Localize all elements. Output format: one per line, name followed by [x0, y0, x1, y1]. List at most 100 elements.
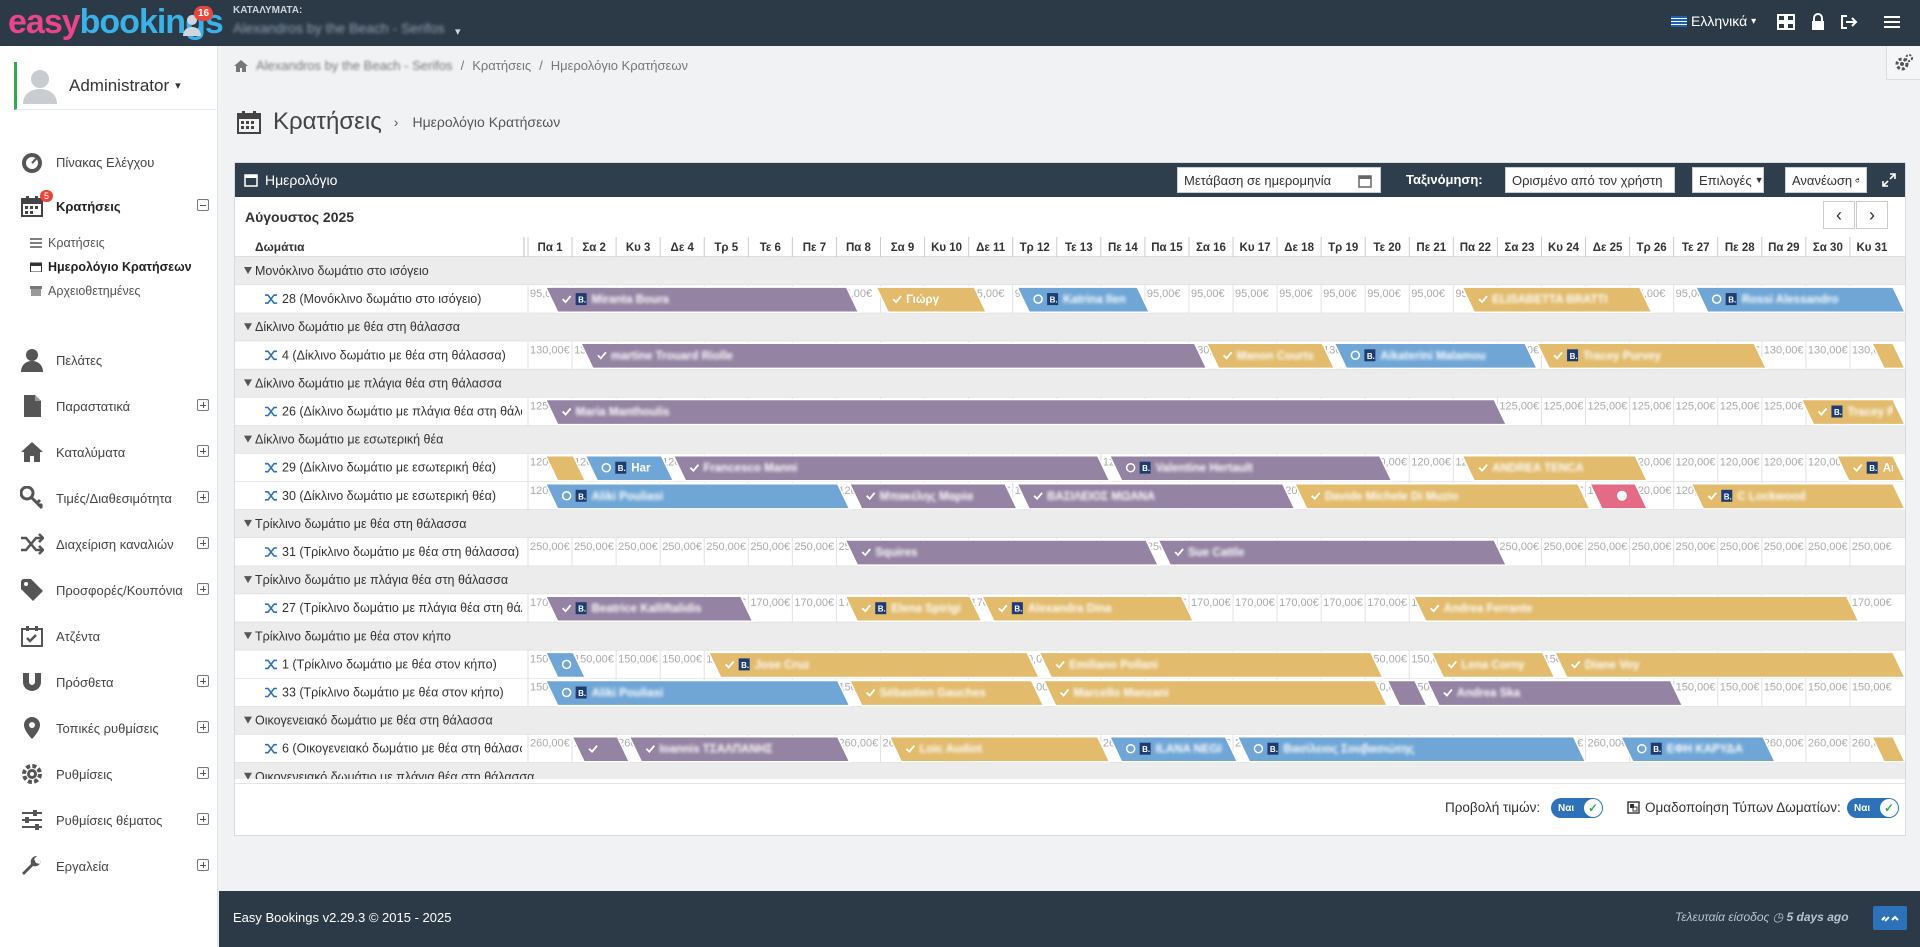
- price-cell[interactable]: 170,00€: [1323, 597, 1363, 609]
- booking-bar[interactable]: [544, 398, 1508, 426]
- group-room-types-toggle[interactable]: Ναι: [1847, 798, 1899, 818]
- sidebar-item-map-marker[interactable]: Τοπικές ρυθμίσεις: [0, 708, 218, 748]
- price-cell[interactable]: 250,00€: [706, 541, 746, 553]
- expand-icon[interactable]: [197, 767, 209, 779]
- property-selector[interactable]: ΚΑΤΑΛΥΜΑΤΑ: Alexandros by the Beach - Se…: [233, 5, 461, 38]
- booking-bar[interactable]: [1553, 651, 1905, 679]
- booking-bar[interactable]: [1156, 539, 1508, 566]
- sidebar-subitem-0[interactable]: Κρατήσεις: [30, 232, 105, 254]
- sidebar-item-gear[interactable]: Ρυθμίσεις: [0, 754, 218, 794]
- price-cell[interactable]: 250,00€: [1852, 541, 1892, 553]
- price-cell[interactable]: 150,00€: [1852, 682, 1892, 694]
- sidebar-item-dashboard[interactable]: Πίνακας Ελέγχου: [0, 142, 218, 182]
- sidebar-item-home[interactable]: Καταλύματα: [0, 432, 218, 472]
- price-cell[interactable]: 120,00€: [1632, 485, 1672, 497]
- price-cell[interactable]: 250,00€: [794, 541, 834, 553]
- shuffle-icon[interactable]: [265, 659, 277, 670]
- booking-bar[interactable]: [844, 539, 1160, 566]
- price-cell[interactable]: 250,00€: [1720, 541, 1760, 553]
- booking-bar[interactable]: [1108, 454, 1393, 482]
- price-cell[interactable]: 250,00€: [662, 541, 702, 553]
- price-cell[interactable]: 95,00€: [1147, 288, 1181, 300]
- price-cell[interactable]: 250,00€: [1632, 541, 1672, 553]
- booking-bar[interactable]: [544, 286, 860, 313]
- settings-cog-button[interactable]: [1886, 46, 1920, 80]
- price-cell[interactable]: 170,00€: [1235, 597, 1275, 609]
- price-cell[interactable]: 125,00€: [1588, 401, 1628, 413]
- room-label[interactable]: 6 (Οικογενειακό δωμάτιο με θέα στη θάλασ…: [282, 742, 538, 756]
- booking-bar[interactable]: [980, 595, 1195, 623]
- price-cell[interactable]: 250,00€: [530, 541, 570, 553]
- caret-down-icon[interactable]: [244, 576, 252, 584]
- price-cell[interactable]: 95,00€: [1191, 288, 1225, 300]
- sidebar-subitem-2[interactable]: Αρχειοθετημένες: [30, 280, 140, 302]
- scroll-top-button[interactable]: [1873, 906, 1907, 930]
- booking-bar[interactable]: [544, 483, 851, 510]
- price-cell[interactable]: 125,00€: [1720, 401, 1760, 413]
- price-cell[interactable]: 150,00€: [1720, 682, 1760, 694]
- sidebar-item-file[interactable]: Παραστατικά: [0, 386, 218, 426]
- shuffle-icon[interactable]: [265, 547, 277, 557]
- price-cell[interactable]: 95,00€: [1367, 288, 1401, 300]
- caret-down-icon[interactable]: [244, 267, 252, 274]
- booking-bar[interactable]: [1425, 679, 1684, 707]
- price-cell[interactable]: 150,00€: [1367, 653, 1407, 665]
- shuffle-icon[interactable]: [265, 743, 277, 754]
- shuffle-icon[interactable]: [265, 491, 277, 501]
- room-type-row[interactable]: [235, 425, 1905, 454]
- sidebar-item-sliders[interactable]: Ρυθμίσεις θέματος: [0, 800, 218, 840]
- booking-bar[interactable]: [1690, 483, 1905, 510]
- booking-bar[interactable]: [1694, 286, 1905, 313]
- sidebar-subitem-1[interactable]: Ημερολόγιο Κρατήσεων: [30, 256, 192, 278]
- booking-bar[interactable]: [1205, 342, 1336, 370]
- room-label[interactable]: 1 (Τρίκλινο δωμάτιο με θέα στον κήπο): [282, 657, 497, 671]
- shuffle-icon[interactable]: [265, 687, 277, 698]
- expand-icon[interactable]: [197, 583, 209, 595]
- caret-down-icon[interactable]: [244, 716, 252, 724]
- price-cell[interactable]: 250,00€: [574, 541, 614, 553]
- room-label[interactable]: 28 (Μονόκλινο δωμάτιο στο ισόγειο): [282, 292, 481, 306]
- booking-bar[interactable]: [874, 286, 988, 313]
- booking-bar[interactable]: [544, 651, 587, 679]
- user-menu[interactable]: Administrator ▾: [14, 62, 218, 110]
- price-cell[interactable]: 250,00€: [1543, 541, 1583, 553]
- sidebar-item-calendar[interactable]: 5 Κρατήσεις: [0, 186, 218, 226]
- booking-bar[interactable]: [1430, 651, 1556, 679]
- booking-bar[interactable]: [544, 454, 587, 482]
- price-cell[interactable]: 170,00€: [1852, 597, 1892, 609]
- price-cell[interactable]: 250,00€: [750, 541, 790, 553]
- price-cell[interactable]: 170,00€: [1279, 597, 1319, 609]
- booking-bar[interactable]: [544, 679, 851, 707]
- price-cell[interactable]: 95,00€: [1323, 288, 1357, 300]
- price-cell[interactable]: 260,00€: [1588, 738, 1628, 750]
- booking-bar[interactable]: [1870, 342, 1905, 370]
- prev-month-button[interactable]: ‹: [1823, 201, 1855, 229]
- price-cell[interactable]: 250,00€: [1764, 541, 1804, 553]
- price-cell[interactable]: 170,00€: [1367, 597, 1407, 609]
- caret-down-icon[interactable]: [244, 435, 252, 443]
- logout-icon[interactable]: [1840, 13, 1858, 31]
- room-label[interactable]: 31 (Τρίκλινο δωμάτιο με θέα στη θάλασσα): [282, 545, 519, 559]
- caret-down-icon[interactable]: [244, 379, 252, 387]
- room-label[interactable]: 27 (Τρίκλινο δωμάτιο με πλάγια θέα στη θ…: [282, 601, 561, 615]
- price-cell[interactable]: 170,00€: [750, 597, 790, 609]
- next-month-button[interactable]: ›: [1856, 201, 1888, 229]
- booking-bar[interactable]: [848, 483, 1019, 510]
- booking-bar[interactable]: [1293, 483, 1592, 510]
- booking-bar[interactable]: [1386, 679, 1429, 707]
- booking-bar[interactable]: [672, 454, 1111, 482]
- booking-bar[interactable]: [1870, 735, 1905, 763]
- sort-select[interactable]: Ορισμένο από τον χρήστη: [1505, 167, 1675, 193]
- booking-bar[interactable]: [579, 342, 1208, 370]
- sidebar-item-magnet[interactable]: Πρόσθετα: [0, 662, 218, 702]
- breadcrumb-property[interactable]: Alexandros by the Beach - Serifos: [256, 58, 453, 73]
- sidebar-item-calendar-check[interactable]: Ατζέντα: [0, 616, 218, 656]
- breadcrumb-bookings[interactable]: Κρατήσεις: [472, 58, 532, 73]
- sidebar-item-tag[interactable]: Προσφορές/Κουπόνια: [0, 570, 218, 610]
- expand-icon[interactable]: [197, 445, 209, 457]
- caret-down-icon[interactable]: [244, 519, 252, 527]
- booking-bar[interactable]: [1460, 286, 1653, 313]
- goto-date-button[interactable]: Μετάβαση σε ημερομηνία: [1177, 167, 1381, 193]
- expand-icon[interactable]: [197, 859, 209, 871]
- booking-bar[interactable]: [1460, 454, 1649, 482]
